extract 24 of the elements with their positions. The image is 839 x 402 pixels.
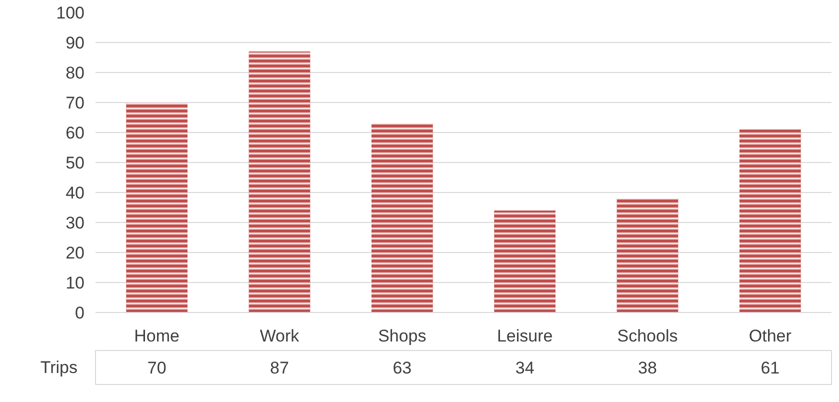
data-label: 61 [760,358,780,378]
y-tick-label: 20 [66,244,85,262]
y-tick-label: 50 [66,154,85,172]
y-tick-label: 0 [75,304,85,322]
x-tick-label: Home [134,326,180,346]
y-tick-label: 10 [66,274,85,292]
y-tick-label: 60 [66,124,85,142]
data-label: 38 [638,358,657,378]
x-tick-label: Leisure [496,326,553,346]
text: Trips [40,358,78,377]
data-label: 70 [147,358,166,378]
data-label: 34 [515,358,534,378]
y-tick-label: 30 [66,214,85,232]
y-tick-label: 80 [66,64,85,82]
y-tick-label: 40 [66,184,85,202]
data-label: 87 [270,358,289,378]
y-tick-label: 100 [56,4,85,22]
y-tick-label: 70 [66,94,85,112]
y-tick-label: 90 [66,34,85,52]
x-tick-label: Schools [617,326,678,346]
data-label: 63 [392,358,412,378]
x-tick-label: Work [260,326,300,346]
x-tick-label: Other [748,326,792,346]
x-tick-label: Shops [378,326,426,346]
